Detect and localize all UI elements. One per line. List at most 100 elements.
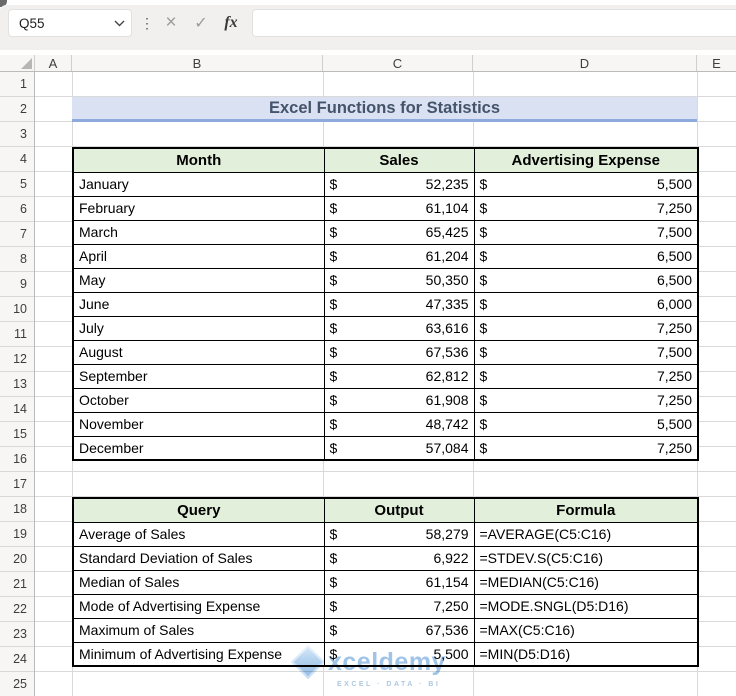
name-box[interactable]: Q55 bbox=[8, 9, 132, 37]
cell-D6[interactable]: $7,250 bbox=[473, 195, 699, 221]
row-header-21[interactable]: 21 bbox=[0, 572, 34, 597]
cell-D15[interactable]: $5,500 bbox=[473, 411, 699, 437]
column-header-a[interactable]: A bbox=[35, 55, 72, 71]
cell-B14[interactable]: October bbox=[72, 387, 325, 413]
cell-C6[interactable]: $61,104 bbox=[323, 195, 475, 221]
column-header-e[interactable]: E bbox=[712, 55, 721, 71]
cell-B12[interactable]: August bbox=[72, 339, 325, 365]
cell-C13[interactable]: $62,812 bbox=[323, 363, 475, 389]
cell-D7[interactable]: $7,500 bbox=[473, 219, 699, 245]
row-header-17[interactable]: 17 bbox=[0, 472, 34, 497]
cell-B16[interactable]: December bbox=[72, 435, 325, 461]
row-header-6[interactable]: 6 bbox=[0, 197, 34, 222]
cell-D22[interactable]: =MODE.SNGL(D5:D16) bbox=[473, 593, 699, 619]
cell-D5[interactable]: $5,500 bbox=[473, 171, 699, 197]
row-header-18[interactable]: 18 bbox=[0, 497, 34, 522]
row-header-16[interactable]: 16 bbox=[0, 447, 34, 472]
column-header-c[interactable]: C bbox=[323, 55, 473, 71]
cell-D21[interactable]: =MEDIAN(C5:C16) bbox=[473, 569, 699, 595]
cell-B4[interactable]: Month bbox=[72, 147, 325, 173]
column-header-d[interactable]: D bbox=[473, 55, 697, 71]
cell-B18[interactable]: Query bbox=[72, 497, 325, 523]
cell-B21[interactable]: Median of Sales bbox=[72, 569, 325, 595]
row-header-8[interactable]: 8 bbox=[0, 247, 34, 272]
cell-B13[interactable]: September bbox=[72, 363, 325, 389]
cell-B9[interactable]: May bbox=[72, 267, 325, 293]
row-header-9[interactable]: 9 bbox=[0, 272, 34, 297]
cell-C9[interactable]: $50,350 bbox=[323, 267, 475, 293]
cell-D11[interactable]: $7,250 bbox=[473, 315, 699, 341]
row-header-24[interactable]: 24 bbox=[0, 647, 34, 672]
select-all-corner[interactable] bbox=[0, 55, 35, 71]
cell-D18[interactable]: Formula bbox=[473, 497, 699, 523]
name-box-dropdown-icon[interactable] bbox=[107, 20, 131, 27]
cell-C21[interactable]: $61,154 bbox=[323, 569, 475, 595]
cell-D16[interactable]: $7,250 bbox=[473, 435, 699, 461]
cell-D24[interactable]: =MIN(D5:D16) bbox=[473, 641, 699, 667]
row-header-10[interactable]: 10 bbox=[0, 297, 34, 322]
cell-C12[interactable]: $67,536 bbox=[323, 339, 475, 365]
row-header-5[interactable]: 5 bbox=[0, 172, 34, 197]
cell-C16[interactable]: $57,084 bbox=[323, 435, 475, 461]
formula-input[interactable] bbox=[252, 9, 736, 37]
row-header-4[interactable]: 4 bbox=[0, 147, 34, 172]
row-header-13[interactable]: 13 bbox=[0, 372, 34, 397]
row-header-11[interactable]: 11 bbox=[0, 322, 34, 347]
row-header-25[interactable]: 25 bbox=[13, 677, 27, 691]
row-header-12[interactable]: 12 bbox=[0, 347, 34, 372]
cell-D9[interactable]: $6,500 bbox=[473, 267, 699, 293]
cell-D19[interactable]: =AVERAGE(C5:C16) bbox=[473, 521, 699, 547]
column-header-b[interactable]: B bbox=[72, 55, 323, 71]
cell-C10[interactable]: $47,335 bbox=[323, 291, 475, 317]
cell-D13[interactable]: $7,250 bbox=[473, 363, 699, 389]
cell-B7[interactable]: March bbox=[72, 219, 325, 245]
sheet-title-cell[interactable]: Excel Functions for Statistics bbox=[72, 97, 697, 122]
cell-D12[interactable]: $7,500 bbox=[473, 339, 699, 365]
cell-B19[interactable]: Average of Sales bbox=[72, 521, 325, 547]
cell-D23[interactable]: =MAX(C5:C16) bbox=[473, 617, 699, 643]
cell-C4[interactable]: Sales bbox=[323, 147, 475, 173]
cell-C20[interactable]: $6,922 bbox=[323, 545, 475, 571]
row-header-15[interactable]: 15 bbox=[0, 422, 34, 447]
cell-B5[interactable]: January bbox=[72, 171, 325, 197]
cell-C19[interactable]: $58,279 bbox=[323, 521, 475, 547]
cell-D4[interactable]: Advertising Expense bbox=[473, 147, 699, 173]
cell-C7[interactable]: $65,425 bbox=[323, 219, 475, 245]
cell-C14[interactable]: $61,908 bbox=[323, 387, 475, 413]
cell-C22[interactable]: $7,250 bbox=[323, 593, 475, 619]
cell-B22[interactable]: Mode of Advertising Expense bbox=[72, 593, 325, 619]
cell-C5[interactable]: $52,235 bbox=[323, 171, 475, 197]
currency-symbol: $ bbox=[329, 344, 338, 360]
cell-D14[interactable]: $7,250 bbox=[473, 387, 699, 413]
row-header-3[interactable]: 3 bbox=[0, 122, 34, 147]
cell-B11[interactable]: July bbox=[72, 315, 325, 341]
cell-C24[interactable]: $5,500 bbox=[323, 641, 475, 667]
cell-B15[interactable]: November bbox=[72, 411, 325, 437]
row-header-19[interactable]: 19 bbox=[0, 522, 34, 547]
cell-D20[interactable]: =STDEV.S(C5:C16) bbox=[473, 545, 699, 571]
cell-D10[interactable]: $6,000 bbox=[473, 291, 699, 317]
cancel-icon[interactable]: × bbox=[165, 12, 177, 33]
cell-B23[interactable]: Maximum of Sales bbox=[72, 617, 325, 643]
cell-D8[interactable]: $6,500 bbox=[473, 243, 699, 269]
insert-function-icon[interactable]: fx bbox=[224, 14, 238, 31]
cell-B10[interactable]: June bbox=[72, 291, 325, 317]
confirm-icon[interactable]: ✓ bbox=[194, 15, 208, 32]
row-header-22[interactable]: 22 bbox=[0, 597, 34, 622]
cell-B8[interactable]: April bbox=[72, 243, 325, 269]
cell-C18[interactable]: Output bbox=[323, 497, 475, 523]
row-header-1[interactable]: 1 bbox=[0, 72, 34, 97]
cell-C11[interactable]: $63,616 bbox=[323, 315, 475, 341]
cell-B24[interactable]: Minimum of Advertising Expense bbox=[72, 641, 325, 667]
cell-C23[interactable]: $67,536 bbox=[323, 617, 475, 643]
cell-C15[interactable]: $48,742 bbox=[323, 411, 475, 437]
row-header-7[interactable]: 7 bbox=[0, 222, 34, 247]
row-header-2[interactable]: 2 bbox=[0, 97, 34, 122]
table-row: Median of Sales $61,154 =MEDIAN(C5:C16) bbox=[72, 569, 699, 595]
row-header-14[interactable]: 14 bbox=[0, 397, 34, 422]
row-header-20[interactable]: 20 bbox=[0, 547, 34, 572]
cell-B6[interactable]: February bbox=[72, 195, 325, 221]
row-header-23[interactable]: 23 bbox=[0, 622, 34, 647]
cell-B20[interactable]: Standard Deviation of Sales bbox=[72, 545, 325, 571]
cell-C8[interactable]: $61,204 bbox=[323, 243, 475, 269]
